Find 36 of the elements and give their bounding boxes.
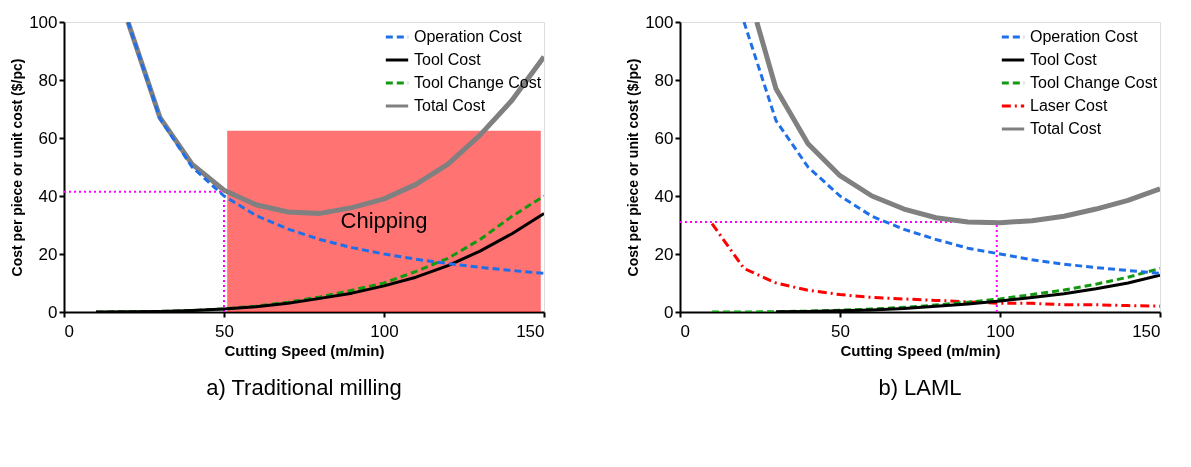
legend-label: Total Cost xyxy=(1030,120,1102,137)
text: b) LAML xyxy=(878,375,962,400)
y-tick-label: 20 xyxy=(38,244,58,264)
x-tick-label: 150 xyxy=(1132,321,1161,341)
legend-label: Operation Cost xyxy=(1030,28,1139,45)
y-tick-label: 40 xyxy=(654,186,674,206)
y-axis-title: Cost per piece or unit cost ($/pc) xyxy=(625,58,642,277)
band-label: Chipping xyxy=(340,208,428,234)
y-tick-label: 60 xyxy=(654,128,674,148)
legend-label: Total Cost xyxy=(414,97,486,114)
legend-label: Operation Cost xyxy=(414,28,523,45)
y-tick-label: 80 xyxy=(38,70,58,90)
text: a) Traditional milling xyxy=(206,375,402,400)
y-tick-label: 0 xyxy=(48,302,58,322)
legend-label: Tool Change Cost xyxy=(414,74,542,91)
x-tick-label: 50 xyxy=(831,321,850,341)
x-tick-label: 50 xyxy=(215,321,234,341)
y-tick-label: 100 xyxy=(645,12,674,32)
y-tick-label: 60 xyxy=(38,128,58,148)
y-tick-label: 20 xyxy=(654,244,674,264)
y-tick-label: 100 xyxy=(29,12,58,32)
y-tick-label: 0 xyxy=(664,302,674,322)
y-tick-label: 80 xyxy=(654,70,674,90)
x-tick-label: 0 xyxy=(64,321,74,341)
x-axis-title: Cutting Speed (m/min) xyxy=(840,341,1001,359)
legend-label: Tool Cost xyxy=(414,51,482,68)
x-tick-label: 0 xyxy=(680,321,690,341)
x-tick-label: 150 xyxy=(516,321,545,341)
x-axis-title: Cutting Speed (m/min) xyxy=(224,341,385,359)
x-tick-label: 100 xyxy=(370,321,399,341)
legend-label: Tool Cost xyxy=(1030,51,1098,68)
y-axis-title: Cost per piece or unit cost ($/pc) xyxy=(9,58,26,277)
x-tick-label: 100 xyxy=(986,321,1015,341)
legend-label: Tool Change Cost xyxy=(1030,74,1158,91)
y-tick-label: 40 xyxy=(38,186,58,206)
legend-label: Laser Cost xyxy=(1030,97,1108,114)
